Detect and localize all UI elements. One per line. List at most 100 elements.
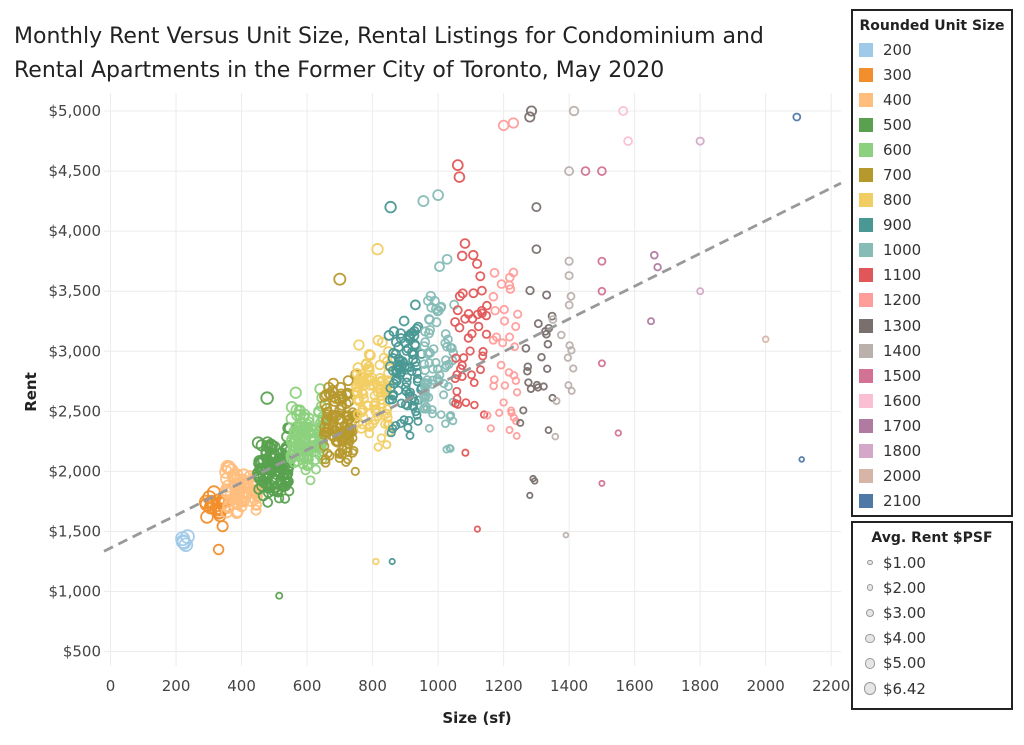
- trend-line-group: [103, 181, 842, 553]
- data-point: [476, 285, 487, 296]
- color-legend-item: 600: [853, 137, 1011, 162]
- color-swatch: [859, 494, 873, 509]
- data-point: [227, 491, 240, 504]
- size-legend-marker: [861, 584, 879, 592]
- data-point: [434, 261, 445, 272]
- size-legend-item: $6.42: [853, 676, 1011, 701]
- color-swatch: [859, 117, 873, 132]
- size-legend-label: $2.00: [883, 578, 926, 597]
- x-axis-label: Size (sf): [442, 709, 511, 727]
- x-tick-label: 600: [293, 677, 322, 695]
- color-legend-item: 2100: [853, 489, 1011, 514]
- data-point: [567, 386, 576, 395]
- data-point: [372, 334, 384, 346]
- color-legend-label: 2000: [883, 467, 922, 486]
- size-legend-label: $5.00: [883, 654, 926, 673]
- data-point: [388, 347, 399, 359]
- x-tick-label: 1200: [485, 677, 523, 695]
- data-point: [507, 408, 516, 417]
- y-tick-label: $5,000: [49, 102, 102, 120]
- data-point: [516, 418, 525, 427]
- data-point: [531, 477, 539, 485]
- color-swatch: [859, 368, 873, 383]
- data-point: [264, 438, 278, 451]
- y-tick-label: $2,000: [49, 462, 102, 480]
- data-point: [399, 415, 409, 425]
- data-point: [424, 314, 435, 326]
- color-legend-title: Rounded Unit Size: [859, 18, 1005, 34]
- gridlines: [104, 93, 841, 666]
- data-point: [461, 398, 471, 407]
- size-legend-marker: [861, 608, 879, 618]
- data-point: [482, 300, 492, 311]
- data-point: [541, 326, 550, 336]
- data-point: [424, 324, 436, 336]
- data-point: [453, 171, 466, 183]
- color-legend-item: 1200: [853, 288, 1011, 313]
- data-point: [372, 557, 380, 566]
- chart-title-line-1: Monthly Rent Versus Unit Size, Rental Li…: [14, 24, 764, 49]
- data-point: [457, 288, 468, 299]
- data-point: [364, 428, 375, 439]
- data-point: [427, 364, 438, 374]
- trend-line: [103, 181, 842, 553]
- data-point: [376, 398, 387, 409]
- data-point: [597, 286, 607, 296]
- data-point: [453, 400, 463, 409]
- color-swatch: [859, 168, 873, 183]
- data-point: [394, 359, 405, 370]
- data-point: [367, 419, 378, 429]
- data-point: [290, 421, 302, 434]
- data-point: [428, 409, 438, 419]
- y-tick-label: $4,000: [49, 222, 102, 240]
- data-point: [417, 195, 430, 208]
- data-point: [323, 381, 335, 394]
- data-point: [440, 329, 451, 339]
- color-legend-item: 1700: [853, 413, 1011, 438]
- data-point: [469, 378, 479, 388]
- data-point: [597, 359, 606, 368]
- data-point: [523, 367, 532, 376]
- data-point: [439, 390, 449, 400]
- size-legend-marker: [861, 559, 879, 566]
- data-point: [446, 444, 455, 453]
- data-point: [473, 321, 484, 332]
- x-tick-label: 0: [106, 677, 116, 695]
- data-point: [597, 256, 607, 266]
- data-point: [490, 305, 500, 316]
- data-point: [580, 166, 591, 176]
- size-legend-item: $1.00: [853, 550, 1011, 575]
- color-swatch: [859, 418, 873, 433]
- data-point: [496, 279, 507, 289]
- color-legend-label: 1800: [883, 442, 922, 461]
- data-point: [454, 291, 465, 302]
- size-legend-item: $2.00: [853, 575, 1011, 600]
- data-point: [461, 448, 470, 457]
- data-point: [489, 267, 500, 278]
- data-point: [388, 378, 399, 389]
- data-point: [798, 456, 805, 463]
- data-point: [441, 360, 452, 371]
- data-point: [350, 466, 360, 476]
- data-point: [382, 440, 392, 450]
- data-point: [647, 317, 655, 326]
- data-point: [318, 429, 330, 440]
- data-point: [373, 442, 383, 452]
- x-tick-label: 1800: [681, 677, 719, 695]
- data-point: [273, 493, 285, 504]
- color-swatch: [859, 243, 873, 258]
- data-point: [441, 253, 453, 265]
- data-point: [353, 396, 365, 407]
- data-point: [420, 337, 431, 348]
- color-legend-item: 2000: [853, 464, 1011, 489]
- data-point: [543, 339, 553, 349]
- color-swatch: [859, 193, 873, 208]
- x-tick-label: 2000: [747, 677, 785, 695]
- data-point: [465, 346, 475, 356]
- data-point: [343, 410, 354, 421]
- color-swatch: [859, 318, 873, 333]
- data-point: [370, 377, 381, 388]
- color-legend-item: 1800: [853, 439, 1011, 464]
- color-legend-item: 1600: [853, 388, 1011, 413]
- data-point: [406, 328, 417, 339]
